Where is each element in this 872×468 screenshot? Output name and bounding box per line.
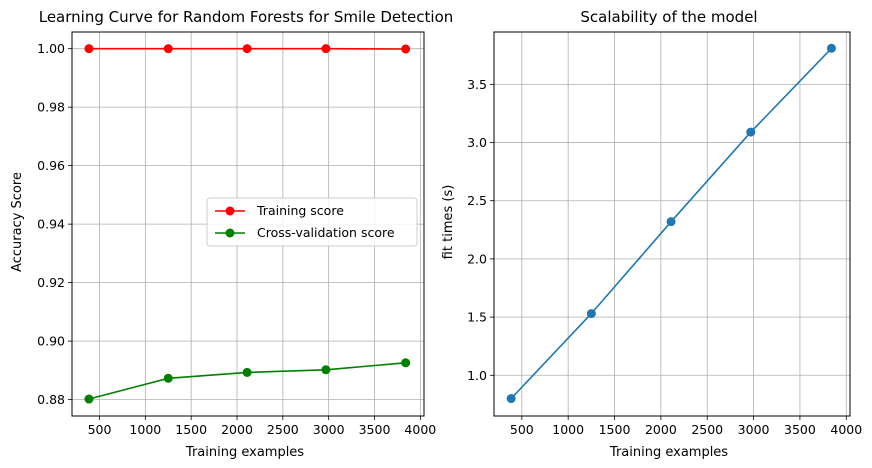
y-axis-label: Accuracy Score [10, 172, 25, 272]
data-point [321, 365, 331, 375]
data-point [84, 394, 94, 404]
series-layer [506, 43, 836, 404]
learning-curve-chart: Learning Curve for Random Forests for Sm… [10, 8, 453, 460]
x-axis-ticks: 500 1000 1500 2000 2500 3000 3500 4000 [510, 416, 862, 437]
legend-marker-training [225, 206, 235, 216]
data-point [826, 43, 836, 53]
y-tick-label: 1.0 [467, 368, 487, 383]
x-tick-label: 4000 [404, 422, 436, 437]
chart-title: Learning Curve for Random Forests for Sm… [39, 8, 454, 26]
grid [494, 32, 850, 416]
data-point [163, 373, 173, 383]
y-axis-ticks: 1.0 1.5 2.0 2.5 3.0 3.5 [467, 77, 494, 383]
y-tick-label: 0.98 [37, 100, 65, 115]
plot-frame [493, 31, 851, 417]
data-point [321, 44, 331, 54]
y-axis-ticks: 0.88 0.90 0.92 0.94 0.96 0.98 1.00 [37, 41, 72, 407]
data-point [746, 127, 756, 137]
y-tick-label: 3.0 [467, 135, 487, 150]
x-tick-label: 4000 [830, 422, 862, 437]
x-tick-label: 3000 [738, 422, 770, 437]
x-axis-label: Training examples [185, 445, 304, 460]
x-tick-label: 2000 [221, 422, 253, 437]
y-tick-label: 1.00 [37, 41, 65, 56]
legend: Training score Cross-validation score [206, 197, 418, 247]
x-tick-label: 500 [510, 422, 534, 437]
y-tick-label: 0.88 [37, 392, 65, 407]
x-tick-label: 2500 [267, 422, 299, 437]
y-tick-label: 0.92 [37, 275, 65, 290]
scalability-chart: Scalability of the model 500 1000 1500 2000… [441, 8, 862, 460]
x-tick-label: 3500 [784, 422, 816, 437]
data-point [242, 44, 252, 54]
x-tick-label: 3000 [313, 422, 345, 437]
data-point [666, 217, 676, 227]
x-tick-label: 2500 [691, 422, 723, 437]
x-tick-label: 500 [88, 422, 112, 437]
data-point [163, 44, 173, 54]
legend-box [206, 197, 418, 247]
data-point [506, 394, 516, 404]
x-axis-ticks: 500 1000 1500 2000 2500 3000 3500 4000 [88, 416, 436, 437]
legend-label-training: Training score [256, 203, 344, 218]
x-tick-label: 2000 [645, 422, 677, 437]
data-point [401, 358, 411, 368]
x-axis-label: Training examples [609, 445, 728, 460]
data-point [401, 44, 411, 54]
data-point [84, 44, 94, 54]
y-tick-label: 3.5 [467, 77, 487, 92]
y-tick-label: 0.96 [37, 158, 65, 173]
y-tick-label: 2.0 [467, 251, 487, 266]
legend-label-cv: Cross-validation score [257, 225, 395, 240]
x-tick-label: 1000 [552, 422, 584, 437]
data-point [242, 367, 252, 377]
x-tick-label: 1500 [175, 422, 207, 437]
y-tick-label: 0.94 [37, 217, 65, 232]
x-tick-label: 1500 [599, 422, 631, 437]
x-tick-label: 1000 [129, 422, 161, 437]
y-tick-label: 1.5 [467, 310, 487, 325]
data-point [586, 309, 596, 319]
y-tick-label: 0.90 [37, 334, 65, 349]
y-tick-label: 2.5 [467, 193, 487, 208]
y-axis-label: fit times (s) [441, 185, 456, 260]
legend-marker-cv [225, 228, 235, 238]
series-layer [84, 44, 411, 404]
x-tick-label: 3500 [359, 422, 391, 437]
chart-title: Scalability of the model [580, 8, 757, 26]
